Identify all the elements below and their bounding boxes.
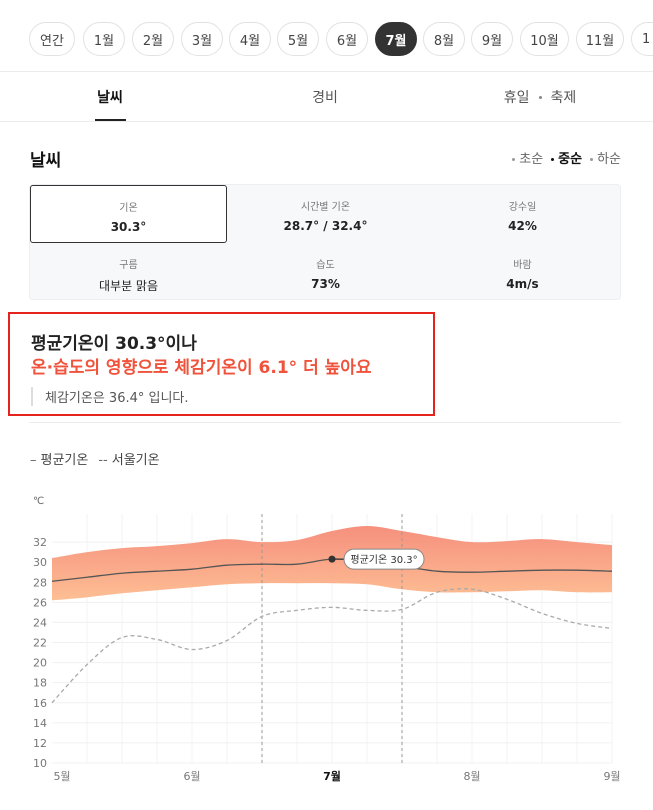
marker-label: 평균기온 30.3° <box>350 554 417 566</box>
stat-label: 바람 <box>513 260 532 271</box>
temperature-range-band <box>52 526 612 601</box>
stat-cloud[interactable]: 구름 대부분 맑음 <box>30 243 227 301</box>
y-tick-label: 18 <box>33 677 47 690</box>
y-tick-label: 14 <box>33 717 47 730</box>
y-tick-label: 12 <box>33 737 47 750</box>
stat-hourly-temp[interactable]: 시간별 기온 28.7° / 32.4° <box>227 185 424 243</box>
tab-cost[interactable]: 경비 <box>312 90 338 106</box>
y-tick-label: 16 <box>33 697 47 710</box>
period-label: 하순 <box>597 152 621 167</box>
chart-legend: – 평균기온 -- 서울기온 <box>30 449 160 468</box>
period-label: 초순 <box>519 152 544 167</box>
stat-label: 구름 <box>119 260 138 271</box>
legend-seoul: -- 서울기온 <box>98 449 159 468</box>
period-dot <box>512 158 516 161</box>
stat-value: 42% <box>508 219 537 233</box>
legend-seoul-label: 서울기온 <box>111 453 160 468</box>
section-divider <box>29 422 621 423</box>
legend-avg-label: 평균기온 <box>40 453 89 468</box>
y-tick-label: 32 <box>33 536 47 549</box>
legend-avg: – 평균기온 <box>30 449 88 468</box>
y-tick-label: 20 <box>33 657 47 670</box>
month-chip-5[interactable]: 5월 <box>277 22 319 56</box>
x-tick-label: 5월 <box>53 770 70 783</box>
month-chip-9[interactable]: 9월 <box>471 22 513 56</box>
month-chip-8[interactable]: 8월 <box>423 22 465 56</box>
stat-rain-days[interactable]: 강수일 42% <box>424 185 621 243</box>
month-selector: 연간 1월 2월 3월 4월 5월 6월 7월 8월 9월 10월 11월 1 <box>0 0 653 72</box>
month-chip-10[interactable]: 10월 <box>520 22 569 56</box>
temperature-chart: ℃ 10 12 14 16 18 20 22 24 26 28 30 32 평균기온 30.3° 5월 6월 7… <box>33 496 621 783</box>
tab-weather[interactable]: 날씨 <box>97 90 123 106</box>
x-tick-label: 6월 <box>183 770 200 783</box>
series-seoul-line <box>51 588 613 704</box>
period-label: 중순 <box>558 152 583 167</box>
period-selector: 초순 중순 하순 <box>512 148 621 167</box>
y-tick-label: 10 <box>33 757 47 770</box>
y-tick-label: 28 <box>33 576 47 589</box>
marker-label-pill <box>343 548 425 570</box>
legend-solid-line-icon: – <box>30 453 37 468</box>
period-dot <box>551 158 555 161</box>
stat-value: 28.7° / 32.4° <box>283 219 368 233</box>
month-chip-4[interactable]: 4월 <box>229 22 271 56</box>
stat-value: 30.3° <box>110 220 147 234</box>
callout-note: 체감기온은 36.4° 입니다. <box>31 387 189 406</box>
stat-humidity[interactable]: 습도 73% <box>227 243 424 301</box>
month-chip-1[interactable]: 1월 <box>83 22 125 56</box>
callout-headline: 평균기온이 30.3°이나 <box>31 334 197 354</box>
content-tabs: 날씨 경비 휴일 축제 <box>0 72 653 122</box>
month-chip-7[interactable]: 7월 <box>375 22 417 56</box>
tab-active-indicator <box>95 119 126 121</box>
month-chip-12[interactable]: 1 <box>631 22 653 56</box>
y-tick-label: 22 <box>33 637 47 650</box>
tab-holiday-label: 휴일 <box>503 90 530 106</box>
stat-label: 기온 <box>119 203 138 214</box>
month-chip-3[interactable]: 3월 <box>181 22 223 56</box>
stat-wind[interactable]: 바람 4m/s <box>424 243 621 301</box>
section-title: 날씨 <box>30 151 62 171</box>
callout-highlight: 온·습도의 영향으로 체감기온이 6.1° 더 높아요 <box>31 358 372 378</box>
stat-temperature[interactable]: 기온 30.3° <box>30 185 227 243</box>
stat-label: 강수일 <box>508 202 537 213</box>
legend-dashed-line-icon: -- <box>98 453 108 468</box>
x-tick-label: 8월 <box>463 770 480 783</box>
x-tick-label: 7월 <box>323 769 341 783</box>
stat-value: 4m/s <box>506 277 539 291</box>
tab-separator-dot <box>538 95 542 99</box>
x-tick-label: 9월 <box>603 770 620 783</box>
y-tick-label: 26 <box>33 596 47 609</box>
stat-value: 73% <box>311 277 340 291</box>
weather-stats-grid: 기온 30.3° 시간별 기온 28.7° / 32.4° 강수일 42% 구름… <box>29 184 621 300</box>
stat-label: 습도 <box>316 260 335 271</box>
stat-value: 대부분 맑음 <box>98 279 158 293</box>
month-chip-6[interactable]: 6월 <box>326 22 368 56</box>
y-axis-unit: ℃ <box>33 496 44 507</box>
y-tick-label: 30 <box>33 556 47 569</box>
month-chip-2[interactable]: 2월 <box>132 22 174 56</box>
feels-like-callout: 평균기온이 30.3°이나 온·습도의 영향으로 체감기온이 6.1° 더 높아… <box>8 312 435 416</box>
month-chip-11[interactable]: 11월 <box>576 22 624 56</box>
tab-holiday-festival[interactable]: 휴일 축제 <box>470 72 610 122</box>
period-dot <box>590 158 594 161</box>
period-late[interactable]: 하순 <box>590 148 621 167</box>
period-early[interactable]: 초순 <box>512 148 543 167</box>
period-mid[interactable]: 중순 <box>551 148 582 167</box>
tab-festival-label: 축제 <box>550 90 577 106</box>
month-chip-annual[interactable]: 연간 <box>29 22 75 56</box>
stat-label: 시간별 기온 <box>300 202 351 213</box>
y-tick-label: 24 <box>33 616 47 629</box>
